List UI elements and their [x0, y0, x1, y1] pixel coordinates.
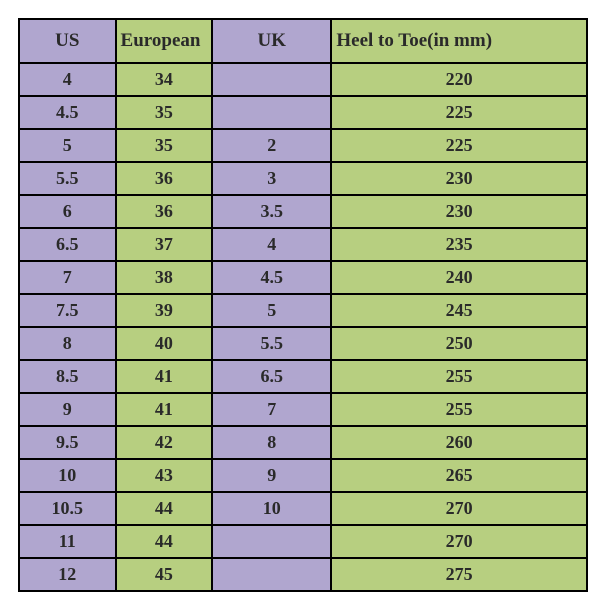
table-cell: 11 [19, 525, 116, 558]
table-cell: 45 [116, 558, 213, 591]
size-chart-table: USEuropeanUKHeel to Toe(in mm) 4342204.5… [18, 18, 588, 592]
table-cell: 12 [19, 558, 116, 591]
table-cell: 37 [116, 228, 213, 261]
table-cell: 275 [331, 558, 587, 591]
table-row: 1245 275 [19, 558, 587, 591]
column-header: UK [212, 19, 331, 63]
table-cell: 39 [116, 294, 213, 327]
table-cell: 9 [19, 393, 116, 426]
column-header: European [116, 19, 213, 63]
table-cell [212, 96, 331, 129]
table-cell: 4 [212, 228, 331, 261]
table-cell: 44 [116, 492, 213, 525]
table-cell: 4 [19, 63, 116, 96]
table-cell: 40 [116, 327, 213, 360]
table-row: 4.535 225 [19, 96, 587, 129]
table-cell: 8 [212, 426, 331, 459]
table-cell: 7 [212, 393, 331, 426]
table-cell: 230 [331, 162, 587, 195]
table-cell: 4.5 [212, 261, 331, 294]
table-cell: 5.5 [212, 327, 331, 360]
column-header: US [19, 19, 116, 63]
table-cell: 2 [212, 129, 331, 162]
table-cell: 7.5 [19, 294, 116, 327]
table-cell [212, 63, 331, 96]
table-cell: 225 [331, 129, 587, 162]
table-cell: 250 [331, 327, 587, 360]
table-cell: 255 [331, 360, 587, 393]
table-cell [212, 525, 331, 558]
table-cell: 36 [116, 162, 213, 195]
table-cell: 3 [212, 162, 331, 195]
table-header-row: USEuropeanUKHeel to Toe(in mm) [19, 19, 587, 63]
table-row: 1144 270 [19, 525, 587, 558]
table-cell: 265 [331, 459, 587, 492]
table-cell: 5 [212, 294, 331, 327]
table-cell: 5.5 [19, 162, 116, 195]
table-row: 434 220 [19, 63, 587, 96]
table-cell: 8 [19, 327, 116, 360]
table-row: 6.5374235 [19, 228, 587, 261]
table-cell: 240 [331, 261, 587, 294]
table-cell: 235 [331, 228, 587, 261]
table-cell: 270 [331, 492, 587, 525]
table-row: 7.5395245 [19, 294, 587, 327]
table-cell: 3.5 [212, 195, 331, 228]
table-cell: 8.5 [19, 360, 116, 393]
table-cell [212, 558, 331, 591]
table-cell: 35 [116, 129, 213, 162]
table-cell: 9 [212, 459, 331, 492]
table-row: 10.54410270 [19, 492, 587, 525]
table-cell: 41 [116, 360, 213, 393]
table-cell: 6.5 [212, 360, 331, 393]
table-row: 8.5416.5255 [19, 360, 587, 393]
table-cell: 270 [331, 525, 587, 558]
table-row: 6363.5230 [19, 195, 587, 228]
table-cell: 10 [212, 492, 331, 525]
table-cell: 220 [331, 63, 587, 96]
table-row: 9.5428260 [19, 426, 587, 459]
table-cell: 6 [19, 195, 116, 228]
table-cell: 41 [116, 393, 213, 426]
table-cell: 38 [116, 261, 213, 294]
table-row: 7384.5240 [19, 261, 587, 294]
table-cell: 10 [19, 459, 116, 492]
column-header: Heel to Toe(in mm) [331, 19, 587, 63]
table-cell: 44 [116, 525, 213, 558]
table-cell: 7 [19, 261, 116, 294]
table-row: 9417255 [19, 393, 587, 426]
table-row: 5.5363230 [19, 162, 587, 195]
table-row: 8405.5250 [19, 327, 587, 360]
table-cell: 225 [331, 96, 587, 129]
table-cell: 6.5 [19, 228, 116, 261]
table-cell: 43 [116, 459, 213, 492]
table-cell: 230 [331, 195, 587, 228]
table-cell: 5 [19, 129, 116, 162]
table-cell: 36 [116, 195, 213, 228]
table-cell: 35 [116, 96, 213, 129]
table-row: 10439265 [19, 459, 587, 492]
table-cell: 34 [116, 63, 213, 96]
table-cell: 9.5 [19, 426, 116, 459]
table-cell: 10.5 [19, 492, 116, 525]
table-cell: 42 [116, 426, 213, 459]
table-cell: 255 [331, 393, 587, 426]
table-cell: 245 [331, 294, 587, 327]
table-cell: 4.5 [19, 96, 116, 129]
table-row: 5352225 [19, 129, 587, 162]
table-cell: 260 [331, 426, 587, 459]
